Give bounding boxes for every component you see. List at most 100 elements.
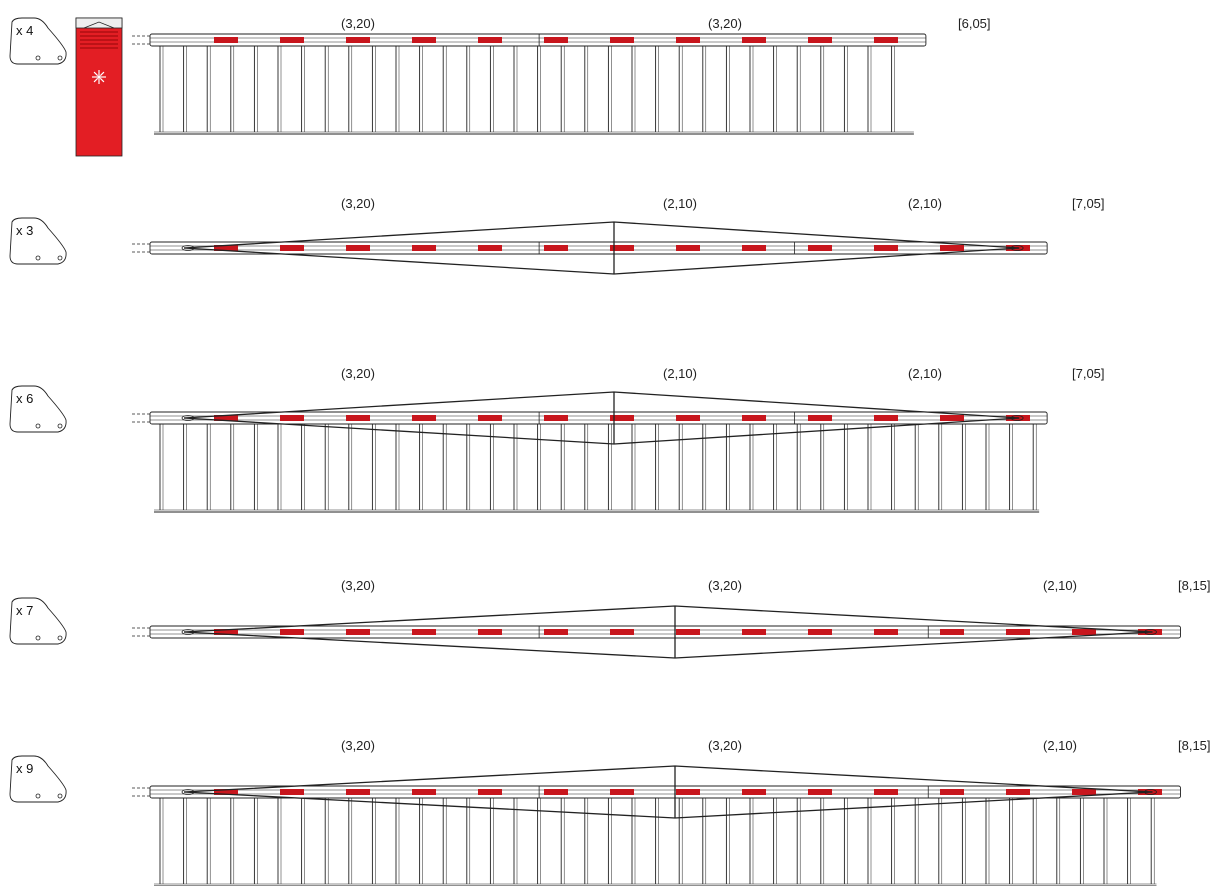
segment-length-label: (3,20) [341, 578, 375, 593]
quantity-label: x 9 [16, 761, 33, 776]
red-stripe [808, 245, 832, 251]
red-stripe [412, 415, 436, 421]
red-stripe [874, 245, 898, 251]
remote-outline [9, 597, 67, 645]
remote-button [57, 793, 63, 799]
red-stripe [544, 245, 568, 251]
red-stripe [214, 789, 238, 795]
remote-outline [9, 385, 67, 433]
boom-skirt [154, 424, 1040, 513]
segment-length-label: (2,10) [908, 366, 942, 381]
remote-outline [9, 217, 67, 265]
remote-button [57, 55, 63, 61]
cabinet-top [75, 17, 123, 29]
remote-control-icon: x 4 [9, 17, 67, 65]
light-ray [93, 71, 99, 77]
red-stripe [808, 629, 832, 635]
red-stripe [280, 629, 304, 635]
red-stripe [1072, 629, 1096, 635]
cable-end [181, 789, 195, 795]
quantity-label: x 7 [16, 603, 33, 618]
red-stripe [412, 629, 436, 635]
red-stripe [478, 415, 502, 421]
red-stripe [742, 415, 766, 421]
red-stripe [676, 37, 700, 43]
barrier-cabinet [75, 17, 123, 157]
red-stripe [214, 415, 238, 421]
total-length-label: [6,05] [958, 16, 991, 31]
warning-light-icon [92, 70, 106, 84]
red-stripe [544, 415, 568, 421]
cable-end [1010, 245, 1024, 251]
remote-button [35, 793, 41, 799]
red-stripe [742, 629, 766, 635]
boom-skirt [154, 46, 914, 135]
red-stripe [874, 415, 898, 421]
remote-control-icon: x 3 [9, 217, 67, 265]
remote-control-icon: x 7 [9, 597, 67, 645]
red-stripe [346, 789, 370, 795]
boom-skirt [154, 798, 1157, 886]
red-stripe [676, 789, 700, 795]
cable-end [181, 245, 195, 251]
segment-length-label: (3,20) [341, 366, 375, 381]
segment-length-label: (2,10) [1043, 738, 1077, 753]
segment-length-label: (3,20) [341, 16, 375, 31]
red-stripe [610, 245, 634, 251]
cable-end [1010, 415, 1024, 421]
red-stripe [676, 415, 700, 421]
segment-length-label: (2,10) [663, 366, 697, 381]
red-stripe [940, 245, 964, 251]
red-stripe [742, 245, 766, 251]
red-stripe [478, 245, 502, 251]
remote-button [57, 255, 63, 261]
red-stripe [280, 415, 304, 421]
segment-length-label: (3,20) [341, 196, 375, 211]
remote-control-icon: x 9 [9, 755, 67, 803]
red-stripe [544, 37, 568, 43]
red-stripe [808, 789, 832, 795]
red-stripe [874, 37, 898, 43]
boom-tube [149, 625, 1181, 639]
red-stripe [1072, 789, 1096, 795]
red-stripe [544, 629, 568, 635]
remote-control-icon: x 6 [9, 385, 67, 433]
red-stripe [346, 245, 370, 251]
total-length-label: [8,15] [1178, 578, 1211, 593]
quantity-label: x 4 [16, 23, 33, 38]
red-stripe [280, 789, 304, 795]
red-stripe [412, 37, 436, 43]
red-stripe [346, 629, 370, 635]
remote-outline [9, 755, 67, 803]
cabinet-body [75, 17, 123, 157]
red-stripe [280, 245, 304, 251]
red-stripe [610, 415, 634, 421]
remote-button [35, 635, 41, 641]
red-stripe [544, 789, 568, 795]
red-stripe [346, 415, 370, 421]
quantity-label: x 6 [16, 391, 33, 406]
segment-length-label: (2,10) [1043, 578, 1077, 593]
red-stripe [214, 629, 238, 635]
red-stripe [940, 415, 964, 421]
segment-length-label: (2,10) [908, 196, 942, 211]
quantity-label: x 3 [16, 223, 33, 238]
red-stripe [280, 37, 304, 43]
barrier-boom [132, 605, 1181, 659]
red-stripe [610, 789, 634, 795]
remote-button [57, 635, 63, 641]
red-stripe [676, 245, 700, 251]
segment-length-label: (3,20) [708, 578, 742, 593]
red-stripe [742, 37, 766, 43]
remote-button [57, 423, 63, 429]
red-stripe [940, 629, 964, 635]
total-length-label: [8,15] [1178, 738, 1211, 753]
red-stripe [676, 629, 700, 635]
red-stripe [1006, 629, 1030, 635]
cabinet-roof [83, 21, 115, 29]
barrier-boom [132, 221, 1048, 275]
red-stripe [478, 789, 502, 795]
total-length-label: [7,05] [1072, 196, 1105, 211]
segment-length-label: (3,20) [708, 738, 742, 753]
